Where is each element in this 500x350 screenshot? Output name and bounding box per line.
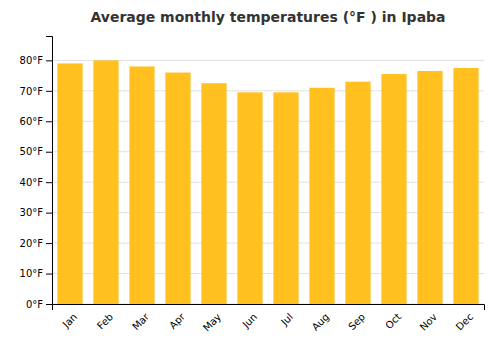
x-tick-label: Aug: [310, 311, 332, 333]
x-tick: Apr: [167, 310, 188, 331]
x-tick: Jul: [278, 311, 295, 328]
y-tick-label: 80°F: [20, 55, 44, 66]
y-tick-mark: [46, 91, 52, 92]
x-tick: Nov: [418, 311, 440, 333]
bar: [273, 92, 298, 304]
y-tick: 60°F: [20, 116, 52, 127]
bar: [345, 82, 370, 304]
x-tick-label: Mar: [130, 310, 152, 332]
y-tick-label: 70°F: [20, 86, 44, 97]
bar: [309, 88, 334, 304]
y-tick: 70°F: [20, 86, 52, 97]
x-tick-label: Jul: [278, 311, 295, 328]
x-tick-label: Oct: [383, 311, 403, 331]
y-tick: 0°F: [26, 299, 52, 310]
x-tick: Oct: [383, 311, 403, 331]
y-tick: 80°F: [20, 55, 52, 66]
y-tick: 10°F: [20, 268, 52, 279]
chart: 0°F 10°F 20°F 30°F 40°F 50°F 60°F 70°F 80°F Jan Fe…: [0, 0, 500, 350]
x-tick-label: Dec: [454, 311, 475, 332]
bar: [453, 68, 478, 304]
bar: [129, 66, 154, 304]
bar: [57, 63, 82, 304]
x-axis-line: [53, 305, 485, 311]
grid: [52, 60, 484, 304]
x-tick: Sep: [346, 311, 367, 332]
y-tick-label: 30°F: [20, 207, 44, 218]
x-tick: Feb: [95, 311, 115, 331]
y-tick-label: 20°F: [20, 238, 44, 249]
y-tick-mark: [46, 213, 52, 214]
y-tick-label: 40°F: [20, 177, 44, 188]
y-tick-mark: [46, 274, 52, 275]
plot: 0°F 10°F 20°F 30°F 40°F 50°F 60°F 70°F 80°F Jan Fe…: [20, 37, 485, 334]
bar: [237, 92, 262, 304]
y-axis-line: [46, 37, 53, 305]
bar: [381, 74, 406, 304]
y-tick: 20°F: [20, 238, 52, 249]
y-axis: 0°F 10°F 20°F 30°F 40°F 50°F 60°F 70°F 80°F: [20, 37, 53, 310]
x-tick-label: Jun: [240, 311, 260, 331]
y-tick-label: 60°F: [20, 116, 44, 127]
y-tick: 50°F: [20, 146, 52, 157]
x-tick-label: May: [201, 311, 223, 333]
title: Average monthly temperatures (°F ) in Ip…: [90, 9, 445, 25]
x-axis: Jan Feb Mar Apr May Jun Jul Aug Sep Oct Nov Dec: [53, 305, 485, 334]
y-tick-label: 10°F: [20, 268, 44, 279]
y-tick-mark: [46, 182, 52, 183]
bars: [57, 60, 478, 304]
x-tick: Jun: [240, 311, 260, 331]
y-tick-mark: [46, 60, 52, 61]
bar: [201, 83, 226, 304]
y-tick-mark: [46, 304, 52, 305]
y-tick: 40°F: [20, 177, 52, 188]
bar: [93, 60, 118, 304]
x-tick: Jan: [60, 311, 79, 330]
x-tick-label: Nov: [418, 311, 440, 333]
x-tick-label: Jan: [60, 311, 79, 330]
y-tick-mark: [46, 243, 52, 244]
x-tick-label: Apr: [167, 310, 188, 331]
x-tick: Aug: [310, 311, 332, 333]
y-tick: 30°F: [20, 207, 52, 218]
bar: [165, 73, 190, 304]
x-tick: Mar: [130, 310, 152, 332]
x-tick-label: Sep: [346, 311, 367, 332]
y-tick-label: 0°F: [26, 299, 43, 310]
bar: [417, 71, 442, 304]
x-tick: May: [201, 311, 223, 333]
x-tick: Dec: [454, 311, 475, 332]
x-tick-label: Feb: [95, 311, 115, 331]
y-tick-mark: [46, 152, 52, 153]
y-tick-mark: [46, 121, 52, 122]
y-tick-label: 50°F: [20, 146, 44, 157]
